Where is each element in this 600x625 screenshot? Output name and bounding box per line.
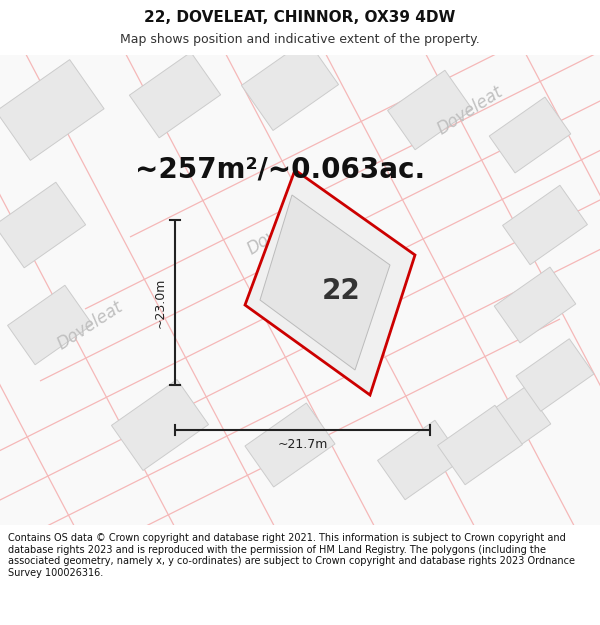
Text: 22, DOVELEAT, CHINNOR, OX39 4DW: 22, DOVELEAT, CHINNOR, OX39 4DW (145, 9, 455, 24)
Polygon shape (112, 379, 209, 471)
Polygon shape (130, 52, 221, 138)
Polygon shape (0, 59, 104, 161)
Polygon shape (8, 285, 92, 365)
Polygon shape (241, 39, 338, 131)
Text: ~257m²/~0.063ac.: ~257m²/~0.063ac. (135, 156, 425, 184)
Polygon shape (489, 97, 571, 173)
Polygon shape (245, 403, 335, 487)
Text: ~21.7m: ~21.7m (277, 438, 328, 451)
Text: Doveleat: Doveleat (244, 202, 316, 258)
Polygon shape (503, 185, 587, 265)
Polygon shape (494, 267, 576, 343)
Polygon shape (388, 70, 472, 150)
Polygon shape (260, 195, 390, 370)
Polygon shape (377, 420, 463, 500)
Polygon shape (0, 182, 86, 268)
Text: Doveleat: Doveleat (54, 297, 126, 353)
Polygon shape (516, 339, 594, 411)
Polygon shape (245, 170, 415, 395)
Text: Map shows position and indicative extent of the property.: Map shows position and indicative extent… (120, 34, 480, 46)
Text: Doveleat: Doveleat (434, 82, 506, 138)
Text: Contains OS data © Crown copyright and database right 2021. This information is : Contains OS data © Crown copyright and d… (8, 533, 575, 578)
Text: 22: 22 (322, 278, 361, 305)
Text: ~23.0m: ~23.0m (154, 278, 167, 328)
Polygon shape (469, 387, 551, 463)
Polygon shape (0, 55, 600, 525)
Polygon shape (437, 405, 523, 485)
